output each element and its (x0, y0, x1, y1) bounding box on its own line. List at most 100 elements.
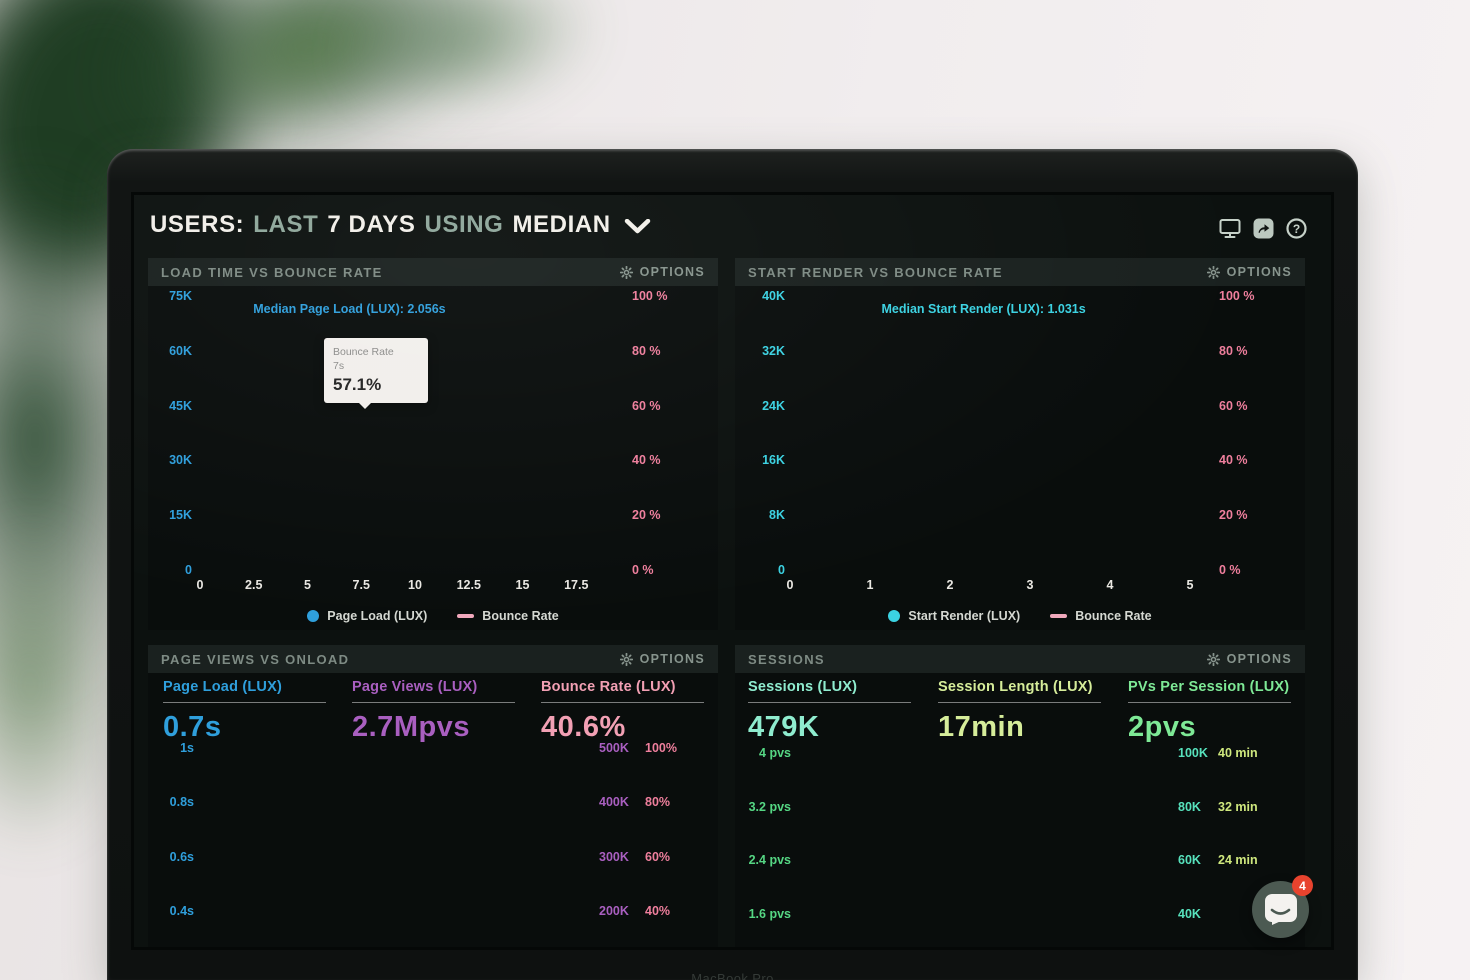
median-annotation: Median Page Load (LUX): 2.056s (253, 302, 446, 316)
panel-title: START RENDER VS BOUNCE RATE (748, 264, 1003, 280)
legend-label: Page Load (LUX) (327, 609, 428, 623)
header-word: USERS: (150, 211, 245, 238)
legend-item[interactable]: Start Render (LUX) (888, 609, 1020, 623)
metric-value: 2pvs (1128, 711, 1197, 743)
y-axis-right-label: 40% (645, 904, 671, 918)
metric-block[interactable]: PVs Per Session (LUX) 2pvs (1128, 679, 1304, 744)
metric-divider (1128, 702, 1291, 703)
panel-load-time-vs-bounce-rate: LOAD TIME VS BOUNCE RATE OPTIONS (148, 258, 718, 630)
y-axis-right-label: 80 % (632, 343, 661, 358)
panel-sessions: SESSIONS OPTIONS (735, 645, 1305, 947)
metric-label: Session Length (LUX) (938, 679, 1093, 695)
options-button[interactable]: OPTIONS (619, 265, 705, 279)
chevron-down-icon (624, 218, 650, 233)
legend-label: Bounce Rate (482, 609, 559, 623)
chat-unread-badge: 4 (1292, 875, 1313, 896)
help-icon[interactable]: ? (1286, 218, 1307, 239)
y-axis-left-label: 60K (169, 343, 192, 358)
legend-item[interactable]: Page Load (LUX) (307, 609, 427, 623)
y-axis-right-label: 200K (599, 904, 629, 918)
y-axis-left-label: 3.2 pvs (748, 799, 791, 814)
header-word: 7 DAYS (327, 211, 416, 238)
legend-item[interactable]: Bounce Rate (457, 609, 559, 623)
svg-text:?: ? (1293, 222, 1300, 236)
y-axis-right-label: 60 % (1219, 398, 1248, 413)
y-axis-right-label: 0 % (1219, 563, 1241, 577)
tooltip-x-value: 7s (333, 359, 345, 372)
metric-value: 479K (748, 711, 820, 743)
gear-icon (1206, 652, 1220, 666)
x-axis-label: 7.5 (352, 578, 370, 592)
y-axis-right-label: 400K (599, 795, 629, 810)
y-axis-right-label: 80K (1178, 799, 1201, 814)
metric-value: 17min (938, 711, 1025, 743)
chat-launcher-button[interactable]: 4 (1252, 875, 1313, 938)
metric-block[interactable]: Session Length (LUX) 17min (938, 679, 1114, 744)
x-axis-label: 5 (304, 578, 311, 592)
y-axis-left-label: 0.6s (169, 849, 194, 864)
y-axis-left-label: 45K (169, 398, 192, 413)
share-icon[interactable] (1253, 218, 1274, 239)
gear-icon (619, 652, 633, 666)
legend-item[interactable]: Bounce Rate (1050, 609, 1152, 623)
legend-label: Bounce Rate (1075, 609, 1152, 623)
x-axis-label: 15 (515, 578, 530, 592)
y-axis-right-label: 60 % (632, 398, 661, 413)
y-axis-right-label: 40 % (1219, 453, 1248, 468)
metric-divider (352, 702, 515, 703)
chart-tooltip: Bounce Rate 7s 57.1% (324, 338, 428, 410)
y-axis-left-label: 75K (169, 289, 192, 303)
laptop-brand-text: MacBook Pro (691, 971, 774, 980)
options-button[interactable]: OPTIONS (1206, 265, 1292, 279)
x-axis-label: 3 (1026, 578, 1034, 592)
x-axis-label: 17.5 (564, 578, 589, 592)
y-axis-left-label: 0.8s (169, 795, 194, 810)
panel-title: PAGE VIEWS VS ONLOAD (161, 651, 350, 667)
legend-line-marker (1050, 614, 1068, 618)
y-axis-right-label: 100% (645, 741, 677, 755)
metric-block[interactable]: Sessions (LUX) 479K (748, 679, 924, 744)
panel-header: LOAD TIME VS BOUNCE RATE OPTIONS (148, 258, 718, 286)
y-axis-right-label: 20 % (1219, 508, 1248, 523)
metric-value: 40.6% (541, 711, 626, 743)
gear-icon (1206, 265, 1220, 279)
metric-value: 0.7s (163, 711, 222, 743)
metric-block[interactable]: Page Load (LUX) 0.7s (163, 679, 339, 744)
y-axis-left-label: 40K (762, 289, 785, 303)
panel-title: SESSIONS (748, 651, 825, 667)
legend-dot-marker (888, 610, 901, 622)
legend-label: Start Render (LUX) (908, 609, 1021, 623)
y-axis-right-label: 32 min (1218, 799, 1258, 814)
panel-header: SESSIONS OPTIONS (735, 645, 1305, 673)
users-filter-dropdown[interactable]: USERS: LAST 7 DAYS USING MEDIAN (150, 211, 651, 239)
legend-line-marker (457, 614, 475, 618)
header-word: USING (424, 211, 504, 238)
options-button[interactable]: OPTIONS (619, 652, 705, 666)
x-axis-label: 2.5 (245, 578, 263, 592)
x-axis-label: 2 (946, 578, 954, 592)
display-icon[interactable] (1219, 218, 1241, 239)
y-axis-right-label: 0 % (632, 563, 654, 577)
metric-block[interactable]: Bounce Rate (LUX) 40.6% (541, 679, 717, 744)
y-axis-right-label: 40 % (632, 453, 661, 468)
metric-block[interactable]: Page Views (LUX) 2.7Mpvs (352, 679, 528, 744)
y-axis-right-label: 24 min (1218, 853, 1258, 868)
y-axis-right-label: 100 % (632, 289, 668, 303)
tooltip-title: Bounce Rate (333, 346, 394, 358)
metric-label: PVs Per Session (LUX) (1128, 679, 1290, 695)
panel-title: LOAD TIME VS BOUNCE RATE (161, 264, 383, 280)
y-axis-left-label: 0 (185, 563, 192, 577)
y-axis-right-label: 40 min (1218, 746, 1258, 760)
dashboard-screen: USERS: LAST 7 DAYS USING MEDIAN (134, 195, 1331, 947)
panel-header: PAGE VIEWS VS ONLOAD OPTIONS (148, 645, 718, 673)
y-axis-left-label: 0.4s (169, 904, 194, 918)
y-axis-right-label: 80 % (1219, 343, 1248, 358)
y-axis-right-label: 60% (645, 849, 671, 864)
y-axis-left-label: 4 pvs (759, 746, 791, 760)
metric-divider (938, 702, 1101, 703)
options-button[interactable]: OPTIONS (1206, 652, 1292, 666)
y-axis-left-label: 8K (769, 508, 785, 523)
x-axis-label: 1 (866, 578, 874, 592)
panel-header: START RENDER VS BOUNCE RATE OPTIONS (735, 258, 1305, 286)
